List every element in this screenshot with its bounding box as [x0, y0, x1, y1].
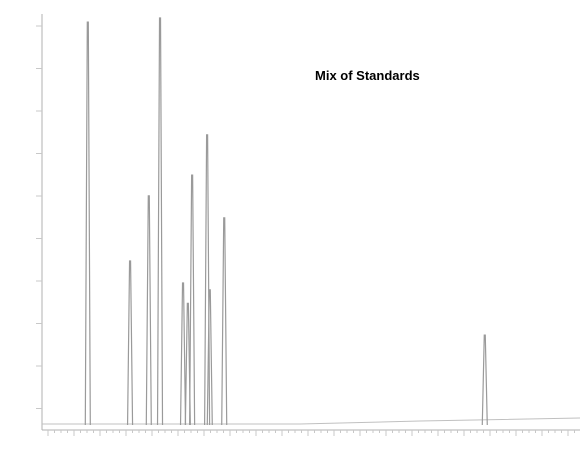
peak: [179, 282, 187, 426]
chart-title: Mix of Standards: [315, 68, 420, 83]
peak: [184, 302, 191, 426]
axes: [41, 14, 580, 431]
peak: [145, 195, 152, 426]
axis-ticks: [36, 25, 575, 436]
peak: [126, 260, 134, 426]
peak: [206, 289, 213, 426]
peak: [221, 217, 228, 426]
peak: [189, 174, 196, 426]
peak: [156, 17, 164, 426]
peak: [204, 134, 211, 426]
baseline: [42, 417, 581, 425]
peak: [84, 21, 91, 426]
peak: [481, 334, 488, 426]
